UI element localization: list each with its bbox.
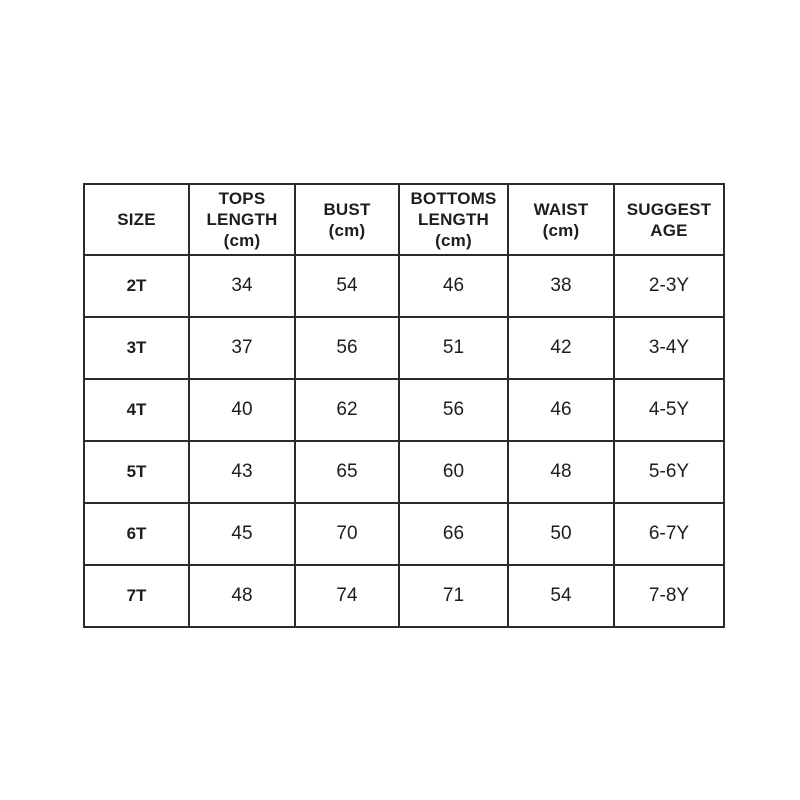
cell-bust: 70 [294,502,400,566]
cell-bottoms-length: 66 [398,502,509,566]
cell-tops-length: 37 [188,316,296,380]
table-row-4t: 4T 40 62 56 46 4-5Y [83,378,725,442]
header-line: AGE [650,220,688,240]
column-header-size: SIZE [83,183,190,256]
cell-size: 4T [83,378,190,442]
header-line: TOPS [218,189,266,208]
header-line: LENGTH [206,210,278,229]
header-line: SUGGEST [626,199,712,219]
cell-tops-length: 48 [188,564,296,628]
column-header-bust: BUST (cm) [294,183,400,256]
cell-size: 7T [83,564,190,628]
cell-bust: 62 [294,378,400,442]
cell-size: 6T [83,502,190,566]
cell-suggest-age: 2-3Y [613,254,725,318]
cell-size: 5T [83,440,190,504]
cell-bust: 74 [294,564,400,628]
cell-suggest-age: 3-4Y [613,316,725,380]
table-row-5t: 5T 43 65 60 48 5-6Y [83,440,725,504]
column-header-bottoms-length: BOTTOMS LENGTH (cm) [398,183,509,256]
cell-bust: 54 [294,254,400,318]
header-line: WAIST [533,199,589,219]
header-line: (cm) [435,231,472,250]
cell-bottoms-length: 71 [398,564,509,628]
table-row-6t: 6T 45 70 66 50 6-7Y [83,502,725,566]
table-row-3t: 3T 37 56 51 42 3-4Y [83,316,725,380]
table-row-7t: 7T 48 74 71 54 7-8Y [83,564,725,628]
header-line: (cm) [328,220,366,240]
cell-suggest-age: 6-7Y [613,502,725,566]
cell-tops-length: 43 [188,440,296,504]
cell-waist: 50 [507,502,615,566]
cell-waist: 48 [507,440,615,504]
header-line: LENGTH [417,210,490,229]
cell-waist: 42 [507,316,615,380]
cell-bottoms-length: 60 [398,440,509,504]
cell-bottoms-length: 56 [398,378,509,442]
size-chart-container: SIZE TOPS LENGTH (cm) BUST (cm) BOTTOMS … [83,183,725,628]
header-line: (cm) [223,231,261,250]
cell-suggest-age: 5-6Y [613,440,725,504]
cell-bust: 65 [294,440,400,504]
header-line: SIZE [117,210,156,229]
cell-tops-length: 40 [188,378,296,442]
cell-bottoms-length: 46 [398,254,509,318]
cell-bust: 56 [294,316,400,380]
table-row-2t: 2T 34 54 46 38 2-3Y [83,254,725,318]
cell-tops-length: 45 [188,502,296,566]
cell-suggest-age: 4-5Y [613,378,725,442]
header-row: SIZE TOPS LENGTH (cm) BUST (cm) BOTTOMS … [83,183,725,256]
header-line: (cm) [542,220,580,240]
cell-tops-length: 34 [188,254,296,318]
column-header-tops-length: TOPS LENGTH (cm) [188,183,296,256]
cell-size: 2T [83,254,190,318]
size-chart-table: SIZE TOPS LENGTH (cm) BUST (cm) BOTTOMS … [83,183,725,628]
header-line: BUST [323,199,371,219]
column-header-waist: WAIST (cm) [507,183,615,256]
cell-bottoms-length: 51 [398,316,509,380]
cell-size: 3T [83,316,190,380]
cell-waist: 54 [507,564,615,628]
header-line: BOTTOMS [410,189,497,208]
column-header-suggest-age: SUGGEST AGE [613,183,725,256]
cell-waist: 46 [507,378,615,442]
cell-suggest-age: 7-8Y [613,564,725,628]
cell-waist: 38 [507,254,615,318]
